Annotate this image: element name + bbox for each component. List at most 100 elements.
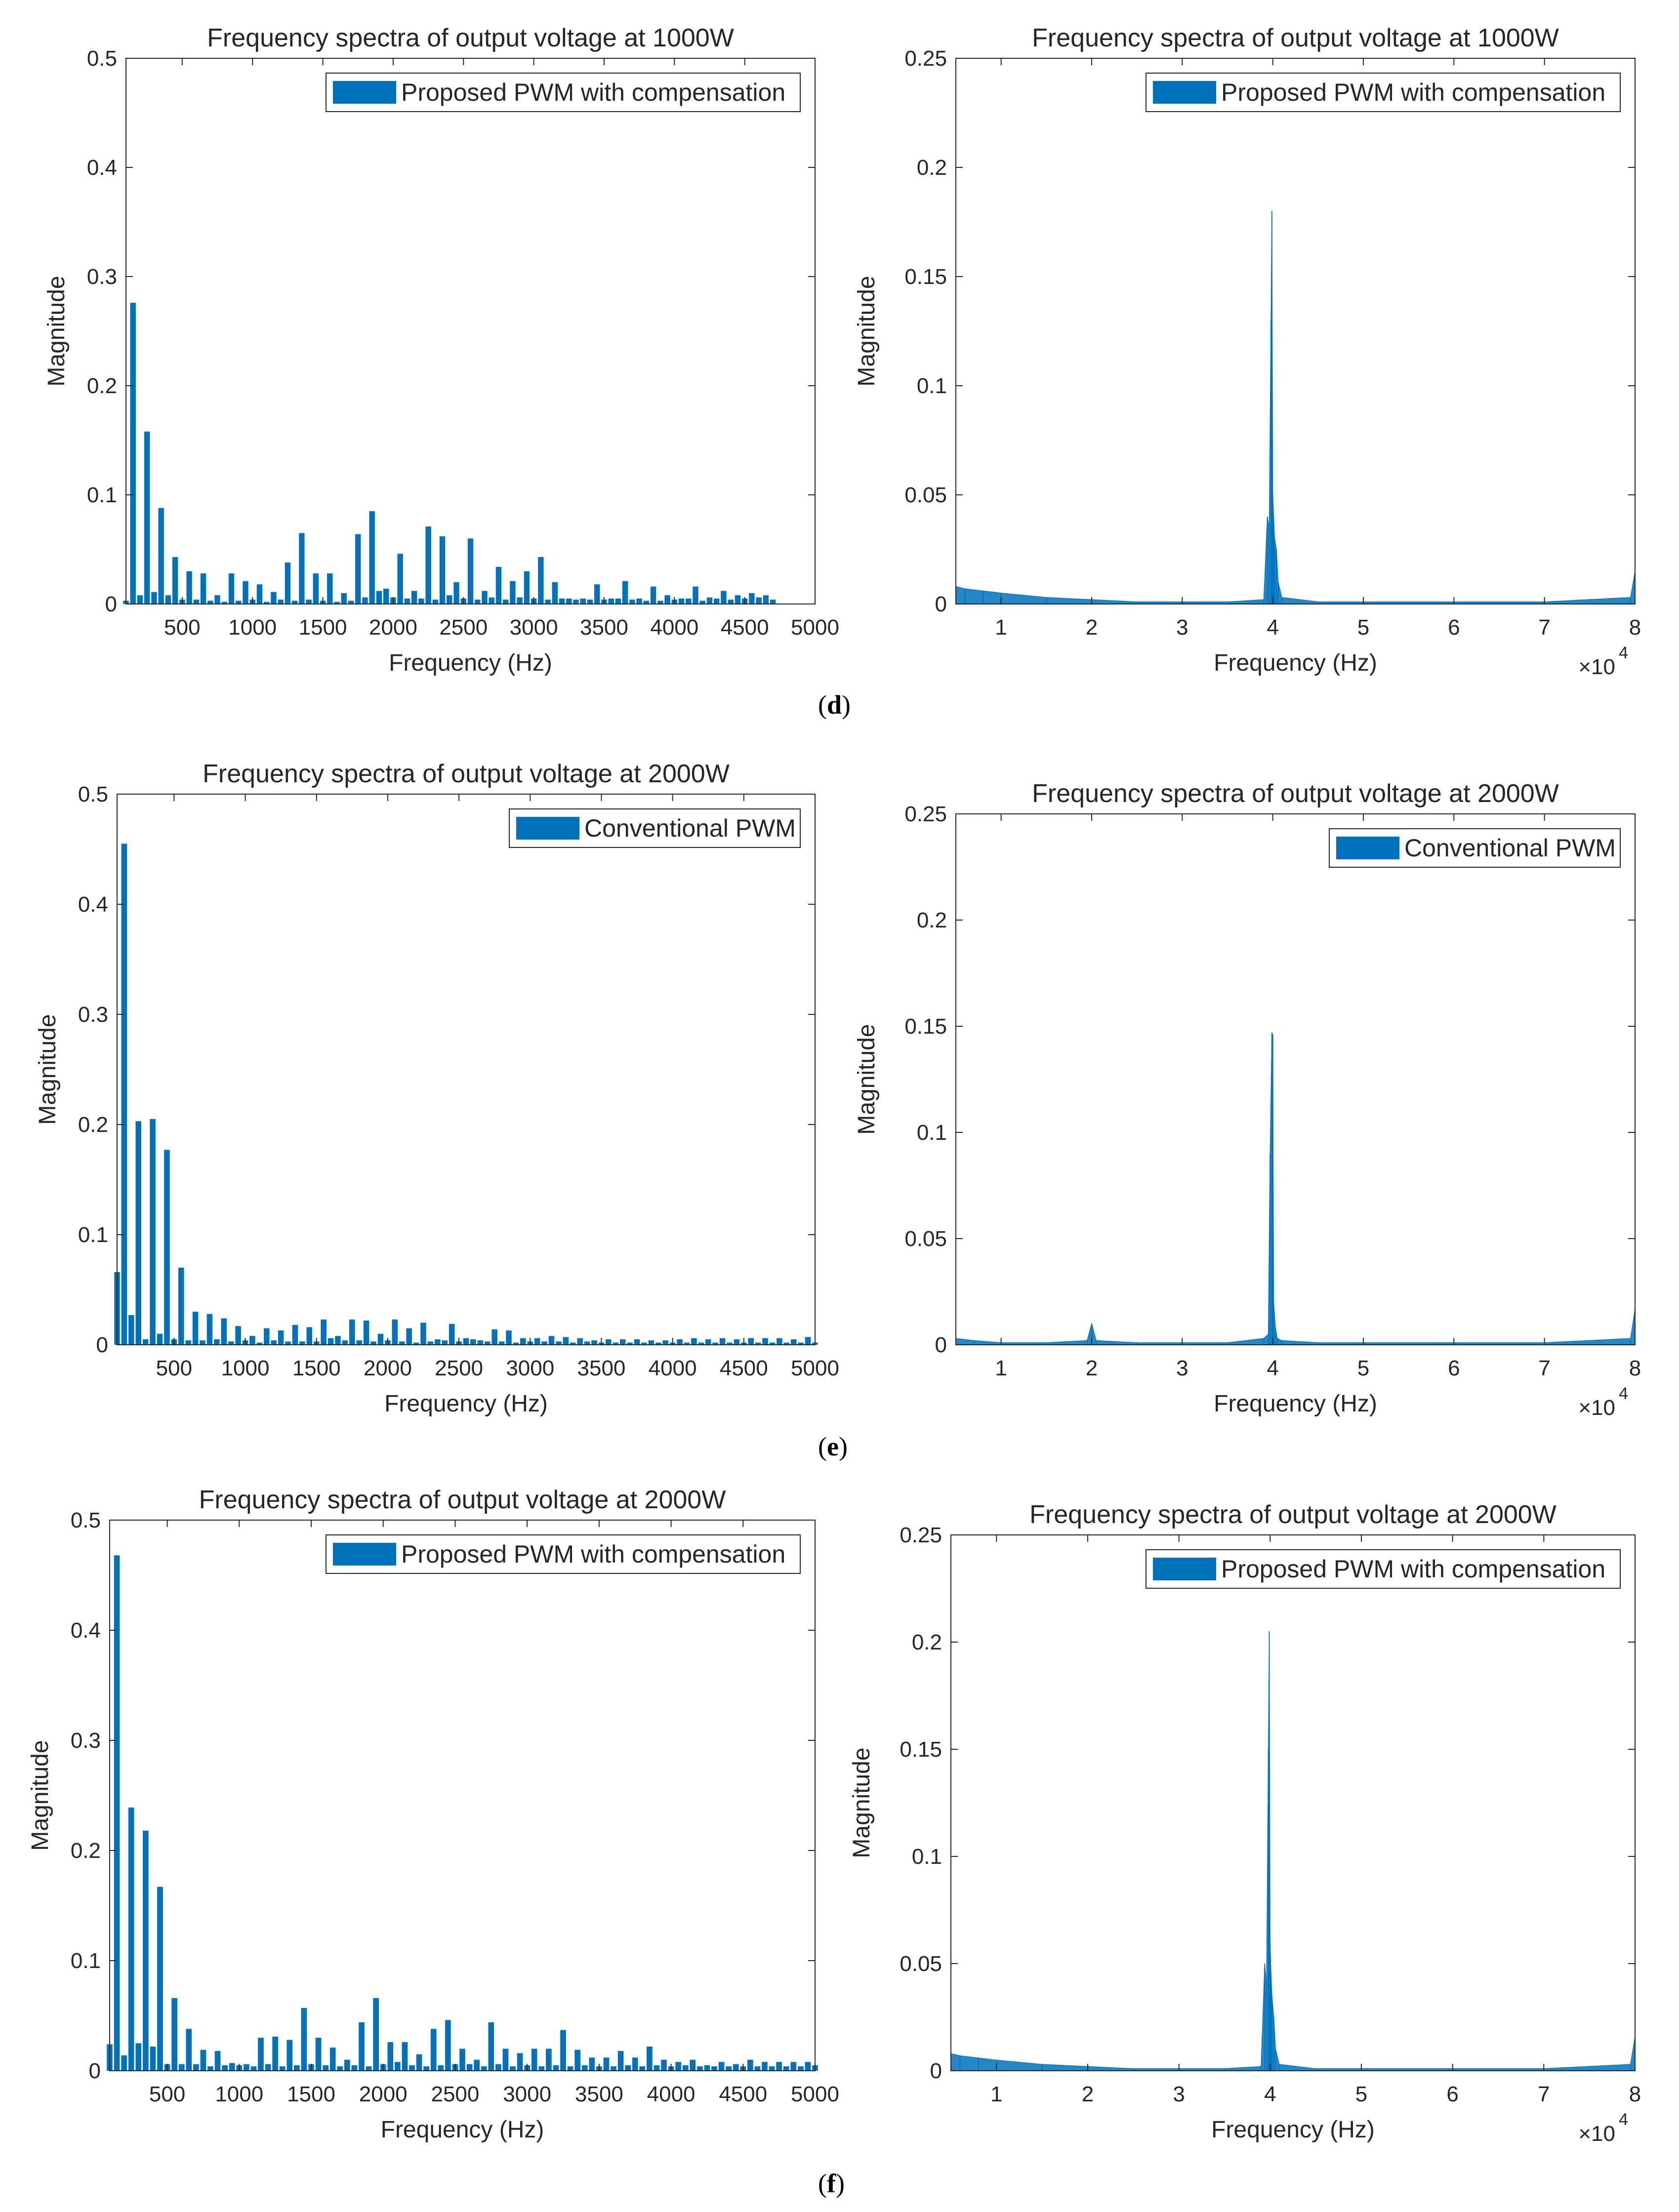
bar bbox=[404, 598, 410, 604]
legend-swatch bbox=[1336, 837, 1399, 859]
bar bbox=[566, 598, 572, 604]
bar bbox=[135, 1121, 142, 1345]
bar bbox=[329, 2048, 336, 2071]
chart-f-left: 0 0.1 0.2 0.3 0.4 0.5 500 1000 1500 2000 2500 3000 3… bbox=[27, 1486, 839, 2143]
bar bbox=[657, 601, 663, 604]
y-tick-label: 0.2 bbox=[917, 908, 947, 932]
legend-box bbox=[1146, 73, 1621, 112]
bar bbox=[373, 1998, 379, 2071]
legend-label: Proposed PWM with compensation bbox=[401, 1540, 785, 1568]
bar bbox=[560, 2030, 566, 2071]
bar bbox=[648, 1340, 655, 1345]
bar bbox=[563, 1337, 569, 1345]
bar bbox=[214, 1339, 220, 1345]
bar bbox=[186, 2029, 192, 2071]
bar bbox=[553, 2065, 559, 2071]
bar bbox=[573, 600, 579, 604]
bar bbox=[359, 2022, 365, 2071]
x-tick-label: 1000 bbox=[228, 615, 277, 640]
bar bbox=[244, 2064, 249, 2071]
bar bbox=[619, 1339, 626, 1345]
y-tick-label: 0 bbox=[930, 2059, 942, 2083]
bar bbox=[629, 600, 635, 604]
bar bbox=[727, 1342, 733, 1345]
bar bbox=[337, 2066, 343, 2071]
bar bbox=[157, 1887, 163, 2071]
bar bbox=[192, 1312, 199, 1345]
bar bbox=[271, 592, 277, 604]
x-tick-label: 3500 bbox=[575, 2082, 623, 2106]
legend-box bbox=[326, 1534, 801, 1574]
bar bbox=[721, 591, 727, 604]
bar bbox=[690, 2059, 696, 2071]
bar bbox=[158, 508, 164, 604]
bar bbox=[661, 2059, 667, 2071]
x-tick-label: 4000 bbox=[649, 1356, 697, 1380]
bar bbox=[714, 598, 720, 604]
x-tick-label: 2500 bbox=[439, 615, 488, 640]
bar bbox=[228, 1341, 234, 1345]
plot-area bbox=[956, 58, 1635, 604]
bar bbox=[684, 1342, 690, 1345]
x-axis-exponent: ×10 bbox=[1578, 1396, 1615, 1420]
bar bbox=[580, 598, 586, 604]
y-tick-label: 0.15 bbox=[904, 1014, 947, 1039]
bar bbox=[693, 586, 698, 604]
bar bbox=[728, 600, 734, 604]
bar bbox=[439, 536, 446, 604]
bar bbox=[636, 598, 642, 604]
bar bbox=[447, 595, 452, 604]
bar bbox=[570, 1342, 576, 1345]
bar bbox=[643, 601, 650, 604]
bar bbox=[459, 2049, 465, 2071]
bar bbox=[718, 2062, 725, 2071]
y-tick-label: 0.3 bbox=[87, 265, 117, 289]
bar bbox=[272, 2036, 278, 2071]
axes-box bbox=[955, 58, 1636, 604]
caption-d: (d) bbox=[818, 690, 851, 720]
x-tick-label: 3 bbox=[1176, 615, 1188, 640]
bar bbox=[271, 1340, 277, 1345]
bar bbox=[548, 1336, 555, 1345]
x-tick-label: 2 bbox=[1086, 1356, 1098, 1380]
bar bbox=[406, 1328, 412, 1345]
bar bbox=[594, 584, 600, 604]
bar bbox=[236, 601, 242, 604]
x-tick-label: 4 bbox=[1267, 615, 1278, 640]
x-tick-label: 2500 bbox=[435, 1356, 483, 1380]
x-tick-label: 8 bbox=[1629, 615, 1641, 640]
x-tick-label: 6 bbox=[1448, 1356, 1460, 1380]
bar bbox=[682, 2065, 689, 2071]
x-tick-label: 1 bbox=[995, 1356, 1007, 1380]
bar bbox=[498, 1341, 505, 1345]
bar bbox=[366, 2066, 372, 2071]
bar bbox=[235, 1326, 241, 1345]
x-tick-label: 6 bbox=[1448, 615, 1460, 640]
x-tick-label: 5000 bbox=[791, 615, 839, 640]
bar bbox=[335, 1336, 341, 1345]
bar bbox=[790, 2062, 797, 2071]
plot-area bbox=[951, 1535, 1635, 2071]
bar bbox=[143, 1830, 149, 2071]
bar bbox=[617, 2051, 624, 2071]
axes-box bbox=[955, 813, 1636, 1345]
legend-swatch bbox=[333, 1543, 396, 1566]
bar bbox=[546, 2049, 552, 2071]
bar bbox=[299, 1341, 305, 1345]
bar bbox=[654, 2065, 660, 2071]
x-tick-label: 2000 bbox=[364, 1356, 412, 1380]
y-tick-label: 0.4 bbox=[78, 892, 108, 917]
bar bbox=[531, 2049, 537, 2071]
chart-title: Frequency spectra of output voltage at 1… bbox=[207, 24, 734, 52]
bar bbox=[634, 1339, 640, 1345]
x-tick-label: 1 bbox=[995, 615, 1007, 640]
bar bbox=[466, 2064, 473, 2071]
bar bbox=[256, 584, 263, 604]
bar bbox=[502, 600, 509, 604]
x-tick-label: 7 bbox=[1538, 1356, 1550, 1380]
bar bbox=[712, 1342, 718, 1345]
bar bbox=[328, 1338, 334, 1345]
bar bbox=[556, 1341, 562, 1345]
bar bbox=[130, 303, 136, 604]
bar bbox=[541, 1341, 547, 1345]
